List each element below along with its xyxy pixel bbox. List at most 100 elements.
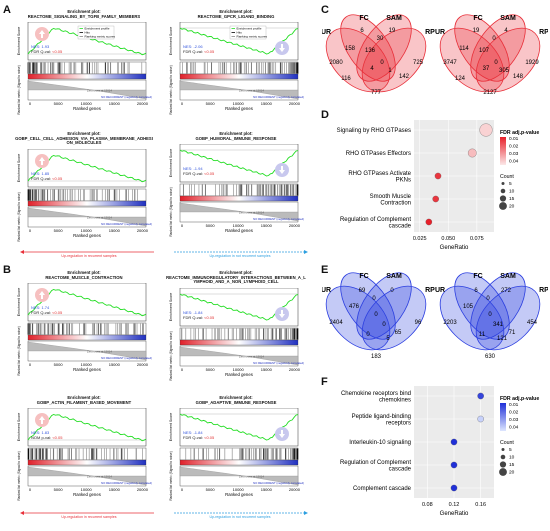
gsea-title-term: REACTOME_GPCR_LIGAND_BINDING bbox=[197, 13, 275, 19]
venn-set bbox=[356, 14, 412, 82]
nes-value: NES: 1.74 bbox=[31, 305, 50, 310]
venn-label-rp: RP bbox=[539, 29, 548, 36]
gsea-title: Enrichment plot: GOBP_HUMORAL_IMMUNE_RESP… bbox=[195, 131, 277, 141]
y-axis-enrichment: Enrichment Score bbox=[169, 413, 173, 442]
venn-count: 19 bbox=[473, 28, 480, 34]
x-tick-label: 15000 bbox=[109, 228, 121, 233]
legend-entry: Ranking metric scores bbox=[85, 35, 116, 39]
venn-count: 0 bbox=[366, 332, 370, 338]
venn-label-fc: FC bbox=[473, 273, 482, 280]
fdr-number: <0.05 bbox=[52, 310, 63, 315]
fdr-value: FDR Q-val: <0.05 bbox=[183, 171, 215, 176]
metric-area bbox=[27, 207, 147, 227]
count-legend-tick: 20 bbox=[509, 470, 515, 476]
venn-count: 725 bbox=[413, 60, 424, 66]
left-arrow-head bbox=[20, 250, 24, 254]
enrichment-frame bbox=[27, 283, 147, 322]
x-tick-label: 0.16 bbox=[475, 502, 486, 508]
metric-area bbox=[179, 80, 299, 100]
zero-cross-label: Zero cross at 12014 bbox=[239, 89, 264, 93]
count-legend-tick: 5 bbox=[509, 181, 512, 187]
term-label: Complement cascade bbox=[353, 486, 412, 492]
zero-cross-label: Zero cross at 12014 bbox=[239, 475, 264, 479]
x-tick-label: 0.025 bbox=[413, 236, 427, 242]
fdr-legend-tick: 0.04 bbox=[509, 425, 519, 431]
x-tick-label: 15000 bbox=[109, 487, 121, 492]
y-axis-metric: Ranked list metric (Signal to noise) bbox=[169, 65, 173, 114]
term-line: Smooth Muscle bbox=[370, 194, 412, 200]
venn-count: 116 bbox=[341, 76, 351, 82]
fdr-value: FDR Q-val: <0.05 bbox=[31, 310, 63, 315]
x-tick-label: 0 bbox=[29, 228, 32, 233]
count-legend-dot bbox=[499, 468, 507, 476]
venn-count: 2203 bbox=[443, 320, 457, 326]
x-tick-label: 15000 bbox=[109, 362, 121, 367]
x-tick-label: 0 bbox=[29, 101, 32, 106]
arrow-glyph-icon bbox=[39, 157, 45, 165]
term-line: RHO GTPases Effectors bbox=[346, 151, 411, 157]
venn-count: 71 bbox=[509, 330, 516, 336]
count-legend-tick: 5 bbox=[509, 447, 512, 453]
count-legend-title: Count bbox=[500, 174, 514, 180]
zero-cross-label: Zero cross at 12014 bbox=[239, 211, 264, 215]
venn-count: 148 bbox=[513, 74, 524, 80]
venn-count: 0 bbox=[390, 288, 394, 294]
venn-count: 105 bbox=[463, 304, 474, 310]
x-tick-label: 5000 bbox=[54, 101, 64, 106]
x-tick-label: 10000 bbox=[233, 101, 245, 106]
x-tick-label: 20000 bbox=[289, 223, 301, 228]
y-axis-metric: Ranked list metric (Signal to noise) bbox=[17, 65, 21, 114]
venn-set bbox=[361, 27, 427, 93]
fdr-legend-tick: 0.03 bbox=[509, 417, 519, 423]
venn-label-sam: SAM bbox=[500, 273, 516, 280]
ranking-color-bar bbox=[179, 73, 299, 80]
fdr-legend-tick: 0.02 bbox=[509, 144, 519, 150]
x-axis-label: Ranked genes bbox=[73, 492, 101, 497]
venn-count: 0 bbox=[380, 60, 384, 66]
venn-count: 2080 bbox=[329, 60, 343, 66]
gsea-title: Enrichment plot: REACTOME_GPCR_LIGAND_BIN… bbox=[197, 9, 275, 19]
x-tick-label: 0 bbox=[181, 101, 184, 106]
gsea-title-term: GOBP_ACTIN_FILAMENT_BASED_MOVEMENT bbox=[36, 399, 132, 405]
term-line: Peptide ligand-binding bbox=[352, 414, 411, 420]
y-axis-enrichment: Enrichment Score bbox=[17, 154, 21, 183]
y-axis-enrichment: Enrichment Score bbox=[17, 27, 21, 56]
count-legend-dot bbox=[499, 195, 507, 202]
data-point bbox=[467, 148, 477, 158]
not-recurrent-label: NO RECURRENT (negatively correlated) bbox=[253, 95, 304, 99]
y-axis-enrichment: Enrichment Score bbox=[17, 413, 21, 442]
arrow-bar: Up-regulation in recurrent samples Up-reg… bbox=[20, 511, 308, 519]
not-recurrent-label: NO RECURRENT (negatively correlated) bbox=[253, 361, 304, 365]
ranking-color-bar bbox=[179, 339, 299, 346]
x-tick-label: 20000 bbox=[289, 367, 301, 372]
dot-plot-f: 0.08 0.12 0.16 Chemokine receptors bind chem… bbox=[340, 386, 539, 517]
count-legend-tick: 15 bbox=[509, 462, 515, 468]
x-tick-label: 10000 bbox=[81, 362, 93, 367]
x-tick-label: 0.08 bbox=[422, 502, 433, 508]
term-line: Signaling by RHO GTPases bbox=[337, 128, 411, 134]
venn-count: 121 bbox=[497, 336, 508, 342]
enrichment-frame bbox=[27, 408, 147, 447]
venn-label-sam: SAM bbox=[500, 15, 516, 22]
x-tick-label: 15000 bbox=[109, 101, 121, 106]
fdr-number: <0.05 bbox=[204, 171, 215, 176]
arrow-glyph-icon bbox=[39, 416, 45, 424]
hits-frame bbox=[179, 447, 299, 461]
y-axis-enrichment: Enrichment Score bbox=[169, 27, 173, 56]
venn-label-fc: FC bbox=[359, 15, 368, 22]
enrichment-frame bbox=[27, 149, 147, 188]
x-tick-label: 5000 bbox=[206, 487, 216, 492]
fdr-value: FDR Q-val: <0.05 bbox=[31, 176, 63, 181]
x-tick-label: 5000 bbox=[54, 362, 64, 367]
term-label: Regulation of Complement cascade bbox=[340, 460, 412, 473]
x-axis-label: Ranked genes bbox=[225, 492, 253, 497]
fdr-legend-tick: 0.02 bbox=[509, 410, 519, 416]
term-line: receptors bbox=[386, 420, 411, 426]
term-label: Interleukin-10 signaling bbox=[349, 440, 411, 446]
x-tick-label: 5000 bbox=[206, 101, 216, 106]
fdr-number: <0.05 bbox=[52, 49, 63, 54]
